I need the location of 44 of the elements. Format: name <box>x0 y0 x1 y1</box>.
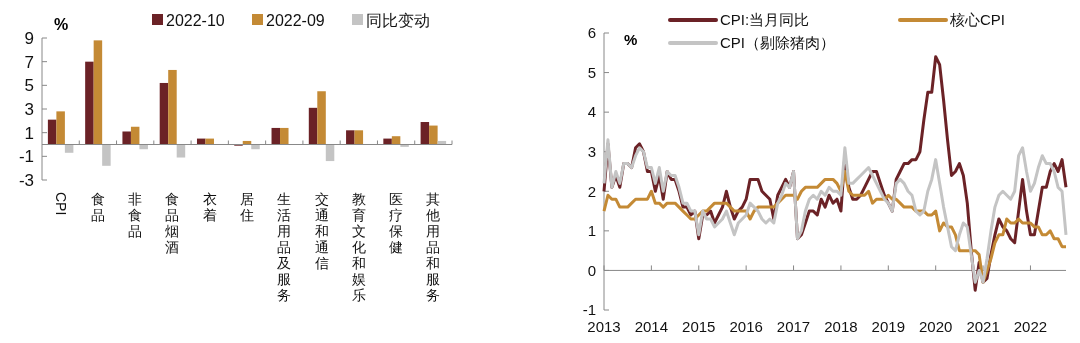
y-tick-label: 4 <box>587 103 596 121</box>
x-tick-label: 居住 <box>239 191 254 223</box>
y-tick-label: 9 <box>24 28 34 48</box>
y-tick-label: -1 <box>582 301 596 319</box>
x-tick-label: 非食品 <box>128 191 143 239</box>
y-tick-label: 7 <box>24 52 34 72</box>
legend-label: 核心CPI <box>949 11 1006 28</box>
legend-label: 同比变动 <box>366 12 430 29</box>
legend-label: CPI:当月同比 <box>720 11 810 28</box>
legend-label: CPI（剔除猪肉） <box>720 34 836 51</box>
y-tick-label: 3 <box>587 142 596 160</box>
x-tick-label: 2017 <box>776 318 811 335</box>
x-tick-label: 2020 <box>919 318 953 335</box>
x-tick-label: 生活用品及服务 <box>277 191 292 303</box>
x-tick-label: 衣着 <box>202 191 217 223</box>
x-tick-label: 2022 <box>1013 318 1048 335</box>
x-tick-label: 交通和通信 <box>314 191 329 271</box>
y-tick-label: 3 <box>24 99 34 119</box>
y-tick-label: 2 <box>587 182 596 200</box>
x-tick-label: 2019 <box>871 318 905 335</box>
y-tick-label: 0 <box>587 261 596 279</box>
y-tick-label: -3 <box>18 170 34 190</box>
y-tick-label: 5 <box>24 76 34 96</box>
y-tick-label: 6 <box>587 24 596 42</box>
y-tick-label: 1 <box>24 123 34 143</box>
x-tick-label: 2021 <box>966 318 1000 335</box>
legend-label: 2022-10 <box>166 12 225 29</box>
x-tick-label: CPI <box>52 192 69 216</box>
y-tick-label: 5 <box>587 63 596 81</box>
x-tick-label: 其他用品和服务 <box>426 191 441 303</box>
x-tick-label: 教育文化和娱乐 <box>351 191 366 303</box>
y-axis-title: % <box>54 16 69 33</box>
y-tick-label: -1 <box>18 147 34 167</box>
x-tick-label: 2014 <box>634 318 669 335</box>
y-axis-title: % <box>624 31 638 48</box>
y-tick-label: 1 <box>587 222 596 240</box>
x-tick-label: 2016 <box>729 318 763 335</box>
x-tick-label: 2013 <box>587 318 621 335</box>
x-tick-label: 2015 <box>682 318 716 335</box>
x-tick-label: 食品 <box>90 191 105 223</box>
x-tick-label: 医疗保健 <box>389 191 404 255</box>
x-tick-label: 食品烟酒 <box>165 191 180 255</box>
x-tick-label: 2018 <box>824 318 858 335</box>
legend-label: 2022-09 <box>266 12 325 29</box>
